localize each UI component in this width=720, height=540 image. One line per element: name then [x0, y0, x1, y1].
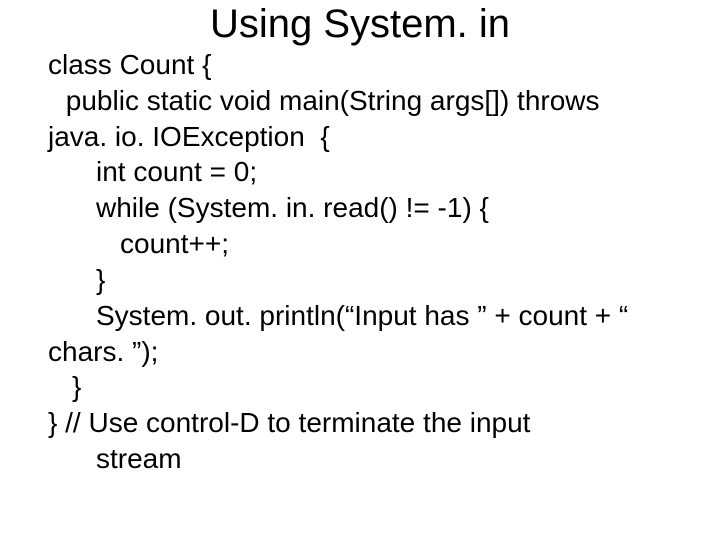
code-line-1: class Count { [48, 47, 720, 83]
slide: Using System. in class Count { public st… [0, 0, 720, 540]
code-line-7: } [48, 262, 720, 298]
code-line-4: int count = 0; [48, 154, 720, 190]
code-line-11: } // Use control-D to terminate the inpu… [48, 405, 720, 441]
code-line-2: public static void main(String args[]) t… [48, 83, 720, 119]
slide-title: Using System. in [0, 2, 720, 47]
code-line-9: chars. ”); [48, 334, 720, 370]
code-line-12: stream [48, 441, 720, 477]
code-line-6: count++; [48, 226, 720, 262]
code-line-8: System. out. println(“Input has ” + coun… [48, 298, 720, 334]
code-line-10: } [48, 369, 720, 405]
code-block: class Count { public static void main(St… [0, 47, 720, 477]
code-line-3: java. io. IOException { [48, 119, 720, 155]
code-line-5: while (System. in. read() != -1) { [48, 190, 720, 226]
